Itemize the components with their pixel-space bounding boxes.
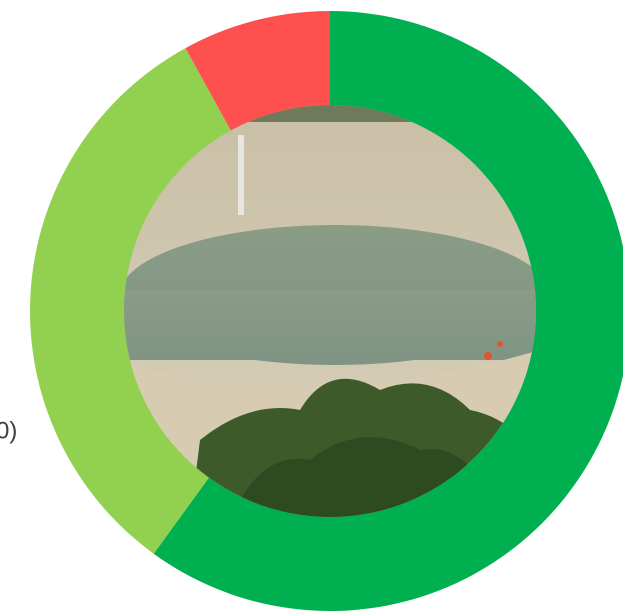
donut-segment [185, 10, 330, 132]
center-photo [124, 105, 536, 517]
donut-segment [153, 11, 623, 611]
donut-ring [29, 10, 623, 611]
donut-segment [29, 48, 232, 554]
annotation: 0) [0, 417, 17, 444]
